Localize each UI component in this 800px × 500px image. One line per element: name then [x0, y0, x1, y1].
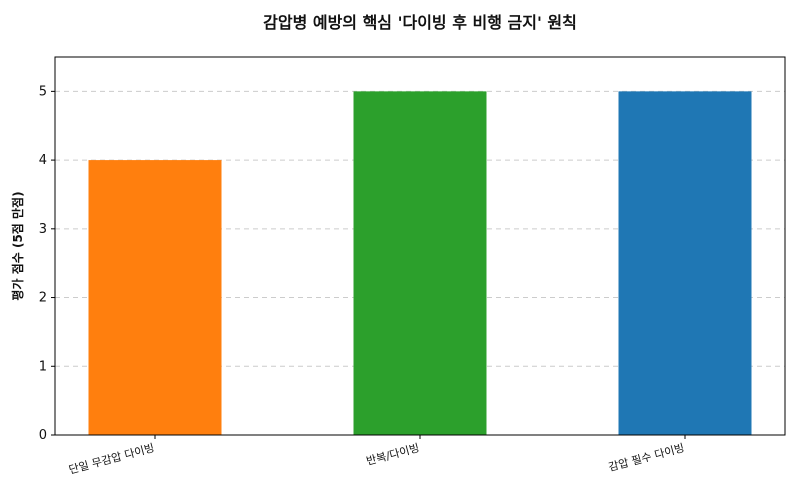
y-tick-label-0: 0 — [39, 428, 47, 443]
chart-title: 감압병 예방의 핵심 '다이빙 후 비행 금지' 원칙 — [263, 13, 577, 32]
y-axis-label: 평가 점수 (5점 만점) — [10, 191, 25, 300]
y-tick-label-5: 5 — [39, 84, 47, 99]
bar-1 — [353, 91, 487, 435]
y-tick-label-2: 2 — [39, 291, 47, 306]
x-tick-label-0: 단일 무감압 다이빙 — [67, 440, 156, 476]
y-tick-label-4: 4 — [39, 153, 47, 168]
y-axis: 0 1 2 3 4 5 — [39, 84, 55, 443]
x-tick-label-2: 감압 필수 다이빙 — [607, 441, 686, 474]
x-tick-label-1: 반복/다이빙 — [365, 441, 421, 468]
y-tick-label-1: 1 — [39, 359, 47, 374]
bar-2 — [618, 91, 752, 435]
bar-0 — [88, 160, 222, 435]
x-axis: 단일 무감압 다이빙 반복/다이빙 감압 필수 다이빙 — [67, 435, 686, 477]
y-tick-label-3: 3 — [39, 222, 47, 237]
bars — [88, 91, 752, 435]
